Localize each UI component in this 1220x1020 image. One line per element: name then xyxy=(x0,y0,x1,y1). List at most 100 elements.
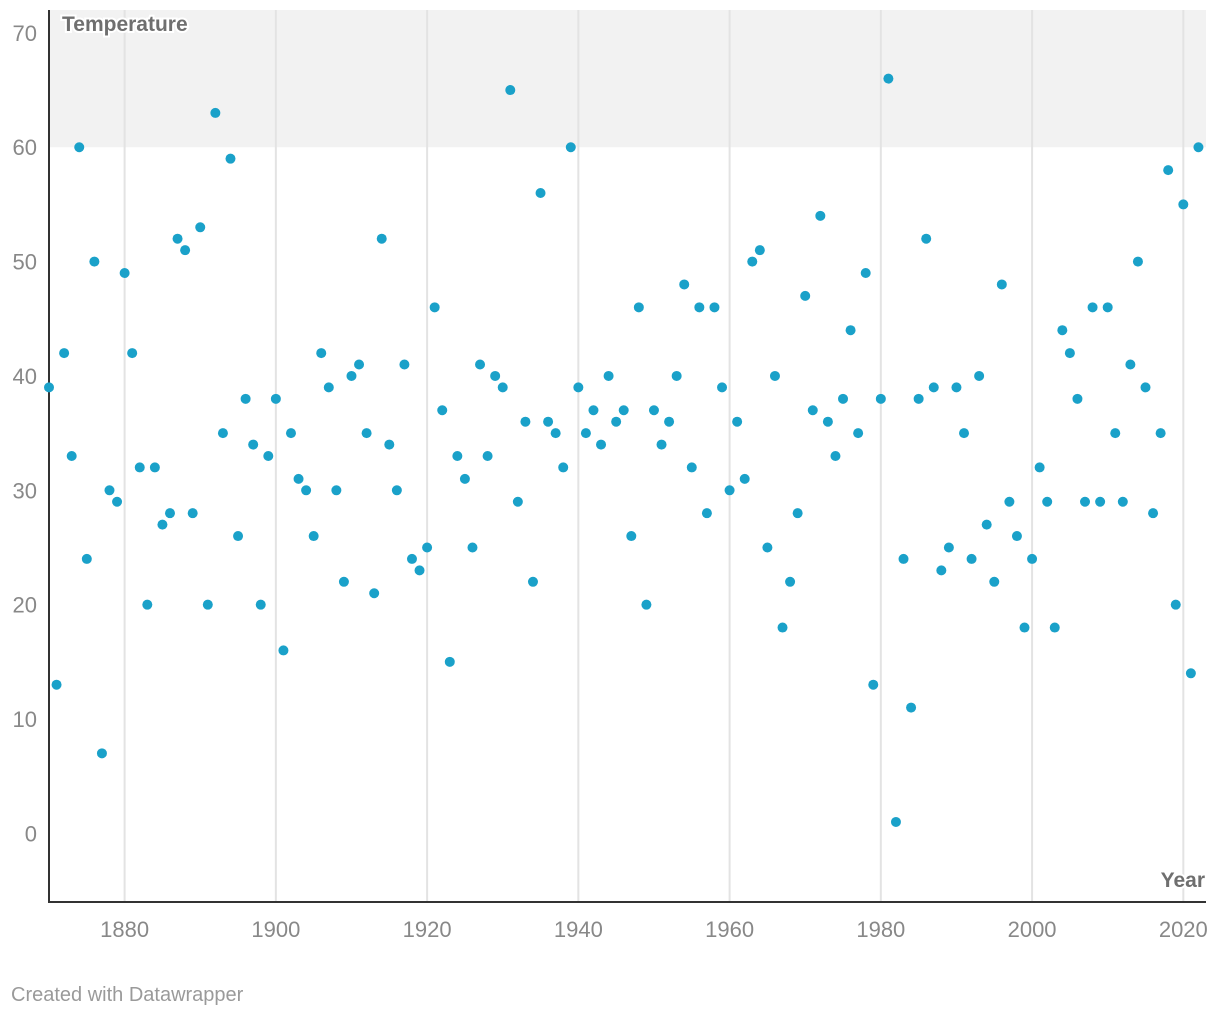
data-point xyxy=(475,359,486,370)
data-point xyxy=(202,599,213,610)
data-point xyxy=(717,382,728,393)
data-point xyxy=(1185,668,1196,679)
data-point xyxy=(429,302,440,313)
data-point xyxy=(1042,496,1053,507)
data-point xyxy=(565,142,576,153)
data-point xyxy=(406,553,417,564)
data-point xyxy=(338,576,349,587)
data-point xyxy=(512,496,523,507)
data-point xyxy=(1178,199,1189,210)
y-tick-label: 30 xyxy=(13,478,37,503)
data-point xyxy=(603,370,614,381)
data-point xyxy=(112,496,123,507)
data-point xyxy=(210,107,221,118)
data-point xyxy=(195,222,206,233)
data-point xyxy=(573,382,584,393)
data-point xyxy=(172,233,183,244)
y-axis-title: Temperature xyxy=(62,13,188,36)
data-point xyxy=(724,485,735,496)
data-point xyxy=(1019,622,1030,633)
data-point xyxy=(732,416,743,427)
y-tick-label: 20 xyxy=(13,593,37,618)
x-tick-label: 2000 xyxy=(1008,917,1057,942)
data-point xyxy=(845,325,856,336)
data-point xyxy=(233,531,244,542)
data-point xyxy=(1110,428,1121,439)
data-point xyxy=(921,233,932,244)
data-point xyxy=(739,473,750,484)
data-point xyxy=(701,508,712,519)
x-tick-label: 1980 xyxy=(856,917,905,942)
data-points xyxy=(44,73,1204,827)
y-tick-label: 10 xyxy=(13,707,37,732)
data-point xyxy=(391,485,402,496)
data-point xyxy=(1117,496,1128,507)
data-point xyxy=(1193,142,1204,153)
data-point xyxy=(217,428,228,439)
data-point xyxy=(709,302,720,313)
y-tick-label: 0 xyxy=(25,821,37,846)
data-point xyxy=(134,462,145,473)
data-point xyxy=(1155,428,1166,439)
data-point xyxy=(119,268,130,279)
data-point xyxy=(376,233,387,244)
data-point xyxy=(966,553,977,564)
data-point xyxy=(278,645,289,656)
data-point xyxy=(618,405,629,416)
data-point xyxy=(747,256,758,267)
data-point xyxy=(626,531,637,542)
data-point xyxy=(543,416,554,427)
data-point xyxy=(225,153,236,164)
data-point xyxy=(890,816,901,827)
data-point xyxy=(898,553,909,564)
x-tick-label: 1920 xyxy=(403,917,452,942)
x-tick-label: 1900 xyxy=(251,917,300,942)
data-point xyxy=(686,462,697,473)
data-point xyxy=(187,508,198,519)
data-point xyxy=(868,679,879,690)
data-point xyxy=(1034,462,1045,473)
data-point xyxy=(679,279,690,290)
data-point xyxy=(149,462,160,473)
data-point xyxy=(308,531,319,542)
data-point xyxy=(588,405,599,416)
data-point xyxy=(452,451,463,461)
data-point xyxy=(1148,508,1159,519)
scatter-chart: 1880 1900 1920 1940 1960 1980 2000 2020 0 10 20 30 4… xyxy=(13,10,1208,942)
data-point xyxy=(66,451,77,461)
data-point xyxy=(1087,302,1098,313)
data-point xyxy=(1132,256,1143,267)
data-point xyxy=(527,576,538,587)
data-point xyxy=(422,542,433,553)
data-point xyxy=(974,370,985,381)
data-point xyxy=(906,702,917,713)
data-point xyxy=(74,142,85,153)
data-point xyxy=(951,382,962,393)
data-point xyxy=(490,370,501,381)
data-point xyxy=(535,187,546,198)
data-point xyxy=(648,405,659,416)
data-point xyxy=(361,428,372,439)
x-tick-label: 2020 xyxy=(1159,917,1208,942)
data-point xyxy=(414,565,425,576)
data-point xyxy=(664,416,675,427)
credit-footer: Created with Datawrapper xyxy=(11,984,244,1006)
data-point xyxy=(1125,359,1136,370)
x-tick-label: 1880 xyxy=(100,917,149,942)
data-point xyxy=(989,576,1000,587)
data-point xyxy=(822,416,833,427)
data-point xyxy=(860,268,871,279)
data-point xyxy=(285,428,296,439)
data-point xyxy=(830,451,841,461)
data-point xyxy=(1102,302,1113,313)
data-point xyxy=(1140,382,1151,393)
data-point xyxy=(346,370,357,381)
data-point xyxy=(838,393,849,404)
data-point xyxy=(633,302,644,313)
data-point xyxy=(671,370,682,381)
data-point xyxy=(248,439,259,450)
data-point xyxy=(444,656,455,667)
data-point xyxy=(792,508,803,519)
tick-labels: 1880 1900 1920 1940 1960 1980 2000 2020 0 10 20 30 4… xyxy=(13,21,1208,942)
data-point xyxy=(769,370,780,381)
